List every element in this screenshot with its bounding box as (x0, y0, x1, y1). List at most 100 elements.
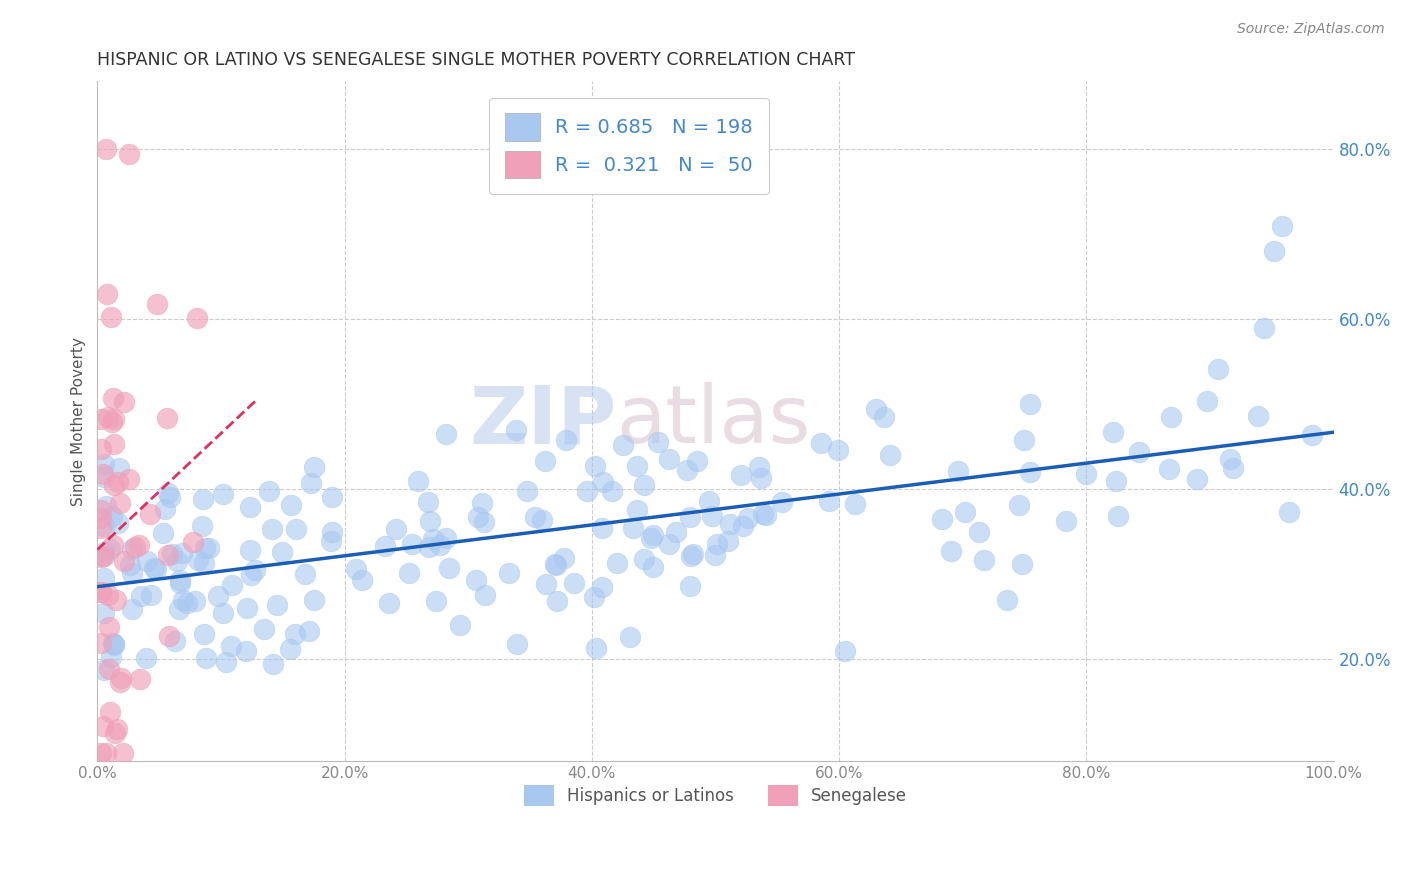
Point (401, 537, 423, 551)
Point (90, 746, 112, 760)
Point (191, 519, 214, 533)
Point (90, 442, 112, 457)
Point (211, 487, 233, 501)
Point (97, 588, 120, 602)
Point (731, 519, 754, 533)
Point (606, 557, 628, 571)
Point (221, 639, 243, 653)
Point (967, 525, 990, 540)
Point (1206, 361, 1229, 376)
Point (103, 412, 125, 426)
Point (718, 517, 741, 532)
Point (810, 435, 832, 450)
Point (101, 636, 124, 650)
Point (97, 409, 120, 424)
Point (93, 606, 115, 620)
Point (211, 606, 233, 620)
Point (112, 395, 135, 409)
Point (98, 705, 121, 719)
Point (730, 467, 752, 482)
Point (120, 558, 142, 572)
Point (193, 556, 215, 570)
Point (681, 549, 703, 563)
Point (583, 458, 606, 473)
Point (93, 549, 115, 563)
Point (101, 538, 124, 552)
Point (90, 549, 112, 564)
Point (665, 524, 688, 539)
Point (384, 522, 406, 536)
Point (93, 549, 115, 563)
Point (319, 534, 342, 549)
Point (100, 310, 122, 325)
Point (103, 437, 125, 451)
Point (612, 438, 634, 452)
Point (129, 672, 152, 686)
Point (90, 585, 112, 599)
Point (108, 496, 131, 510)
Point (139, 507, 162, 521)
Point (157, 629, 180, 643)
Point (1301, 427, 1323, 442)
Point (498, 566, 520, 580)
Point (100, 415, 122, 429)
Point (1008, 499, 1031, 513)
Point (159, 490, 181, 504)
Point (156, 548, 179, 562)
Point (1253, 320, 1275, 334)
Point (107, 516, 129, 531)
Point (506, 637, 529, 651)
Point (105, 593, 128, 607)
Point (243, 563, 266, 577)
Point (585, 640, 607, 655)
Point (422, 533, 444, 547)
Point (221, 578, 243, 592)
Point (94, 142, 117, 156)
Point (121, 566, 143, 581)
Point (284, 626, 307, 640)
Point (93, 458, 115, 472)
Point (873, 410, 896, 425)
Point (143, 560, 166, 574)
Point (1271, 219, 1294, 233)
Point (98, 662, 121, 676)
Point (107, 475, 129, 489)
Point (96, 286, 118, 301)
Point (472, 515, 495, 529)
Point (90, 521, 112, 535)
Point (425, 594, 447, 608)
Point (416, 495, 439, 509)
Point (90, 511, 112, 525)
Text: Source: ZipAtlas.com: Source: ZipAtlas.com (1237, 22, 1385, 37)
Point (626, 458, 648, 473)
Point (301, 476, 323, 491)
Point (294, 567, 316, 582)
Point (679, 509, 702, 524)
Point (302, 593, 325, 607)
Point (1105, 474, 1128, 488)
Point (103, 638, 125, 652)
Point (98, 620, 121, 634)
Point (1278, 505, 1301, 519)
Point (118, 146, 141, 161)
Point (678, 578, 700, 592)
Point (640, 531, 662, 545)
Point (257, 484, 280, 499)
Point (752, 507, 775, 521)
Point (284, 522, 307, 536)
Point (1012, 434, 1035, 448)
Point (235, 644, 257, 658)
Point (129, 590, 152, 604)
Point (118, 472, 141, 486)
Point (434, 426, 457, 441)
Point (187, 552, 209, 566)
Point (751, 471, 773, 485)
Point (1107, 508, 1129, 523)
Point (621, 521, 644, 535)
Point (262, 657, 284, 672)
Point (266, 598, 288, 612)
Point (176, 596, 198, 610)
Point (658, 452, 681, 467)
Point (1159, 462, 1181, 476)
Point (352, 574, 374, 588)
